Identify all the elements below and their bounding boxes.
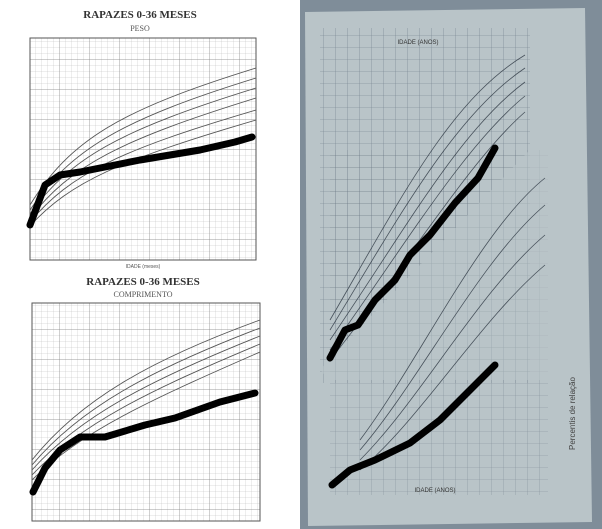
title: RAPAZES 0-36 MESES [83,9,196,21]
right-photo: IDADE (ANOS) IDADE (ANOS) Percentis de r… [300,0,602,529]
x-label: IDADE (meses) [126,264,161,270]
subtitle: PESO [130,24,150,33]
grid [32,303,260,521]
composite: RAPAZES 0-36 MESES PESO IDADE (meses) RA… [0,0,602,529]
left-panel: RAPAZES 0-36 MESES PESO IDADE (meses) RA… [30,9,260,521]
axis-label: IDADE (ANOS) [414,488,455,494]
page: {"left": {"top_chart": {"title": "RAPAZE… [0,0,602,529]
axis-label: IDADE (ANOS) [397,40,438,46]
subtitle: COMPRIMENTO [114,290,173,299]
title: RAPAZES 0-36 MESES [86,276,199,288]
grid [30,38,256,260]
side-label: Percentis de relação [568,377,577,450]
